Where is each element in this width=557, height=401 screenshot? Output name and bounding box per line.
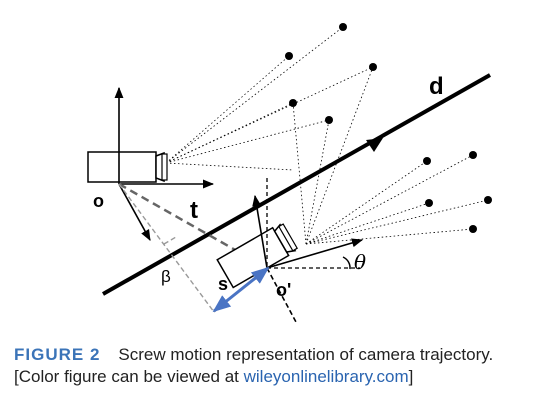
feature-points: [285, 23, 492, 233]
feature-point: [425, 199, 433, 207]
feature-point: [339, 23, 347, 31]
caption-link[interactable]: wileyonlinelibrary.com: [243, 367, 409, 386]
feature-point: [369, 63, 377, 71]
feature-point: [289, 99, 297, 107]
caption-text: Screw motion representation of camera tr…: [118, 345, 494, 364]
camera1-sight-lines: [165, 26, 374, 171]
screw-motion-diagram: d o t β s o' θ: [87, 23, 492, 323]
theta-arc: [342, 256, 351, 270]
feature-point: [423, 157, 431, 165]
translation-vector-t: [118, 182, 268, 270]
feature-point: [484, 196, 492, 204]
feature-point: [285, 52, 293, 60]
screw-axis-arrowhead: [366, 138, 383, 152]
caption-line2-prefix: [Color figure can be viewed at: [14, 367, 244, 386]
feature-point: [469, 151, 477, 159]
screw-axis-line: [102, 73, 491, 296]
camera2-reference-lines: [266, 178, 360, 269]
figure-label: FIGURE 2: [14, 345, 101, 364]
screw-displacement-s: [212, 266, 270, 313]
feature-point: [469, 225, 477, 233]
label-d: d: [429, 73, 444, 100]
camera1: [87, 151, 168, 183]
label-beta: β: [161, 267, 171, 286]
camera2-sight-lines: [292, 66, 489, 245]
camera1-body: [87, 151, 157, 183]
figure-caption: FIGURE 2 Screw motion representation of c…: [14, 344, 549, 388]
label-s: s: [218, 274, 228, 294]
camera2-lens-rim: [278, 223, 298, 252]
label-t: t: [190, 197, 198, 224]
camera2-axes: [252, 194, 364, 323]
feature-point: [325, 116, 333, 124]
caption-line2-suffix: ]: [408, 367, 414, 386]
label-o-prime: o': [276, 280, 291, 300]
label-theta: θ: [354, 250, 366, 274]
camera1-lens-rim: [161, 153, 168, 181]
label-o: o: [93, 191, 104, 211]
camera1-axes: [114, 86, 215, 241]
